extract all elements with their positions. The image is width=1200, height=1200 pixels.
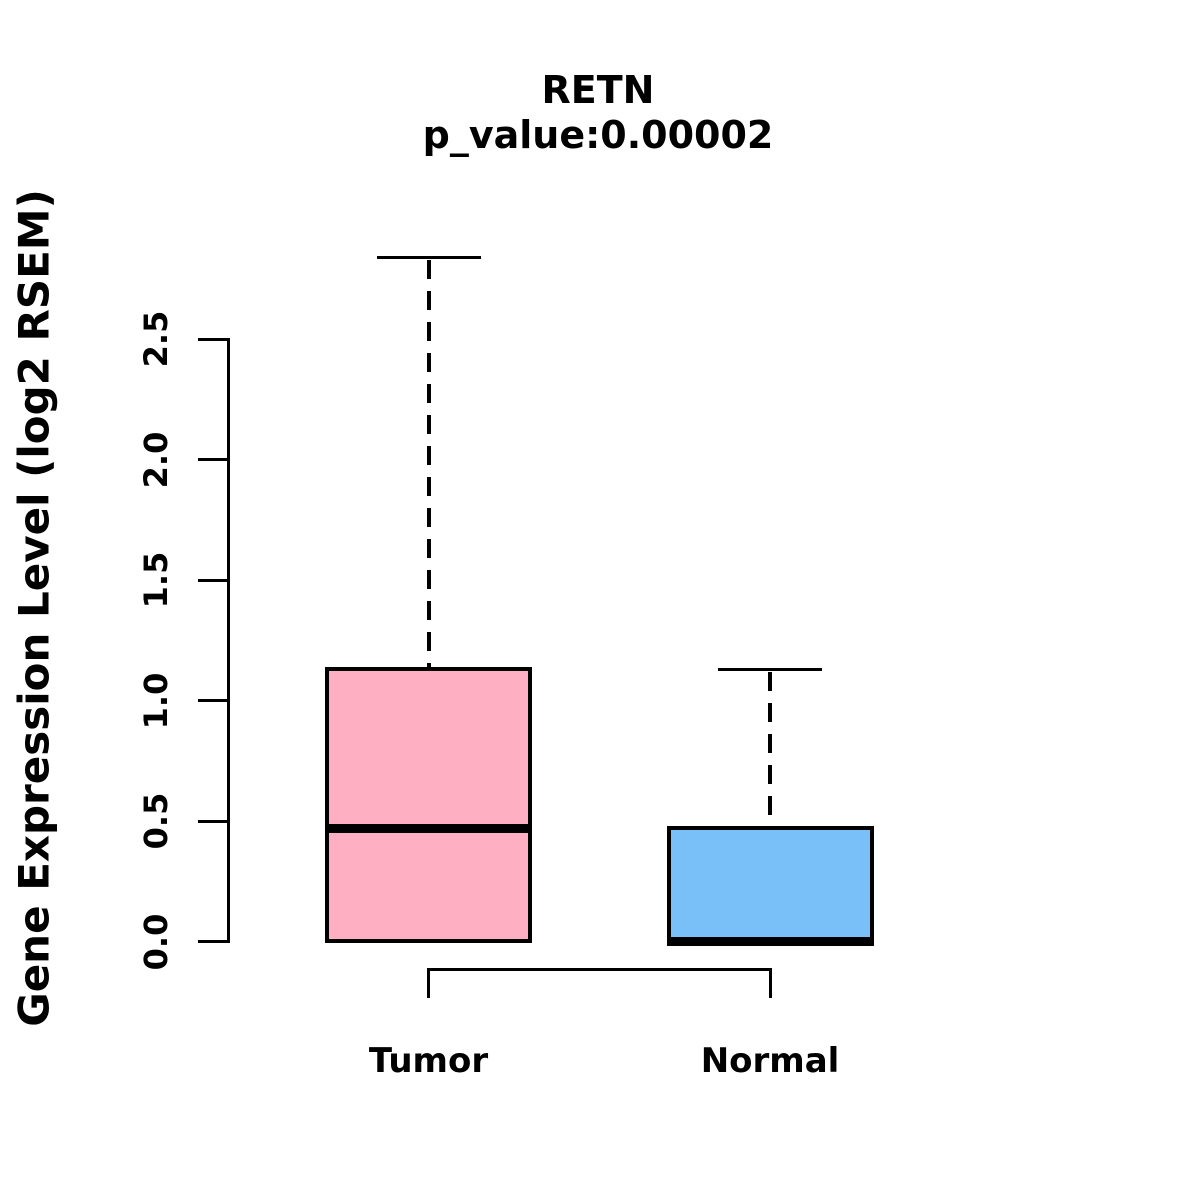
y-tick-label: 2.0 [137, 431, 175, 488]
whisker-line [426, 260, 431, 667]
chart-subtitle: p_value:0.00002 [422, 113, 774, 157]
y-tick-mark [198, 819, 227, 823]
median-line [325, 823, 532, 833]
whisker-line [768, 672, 772, 826]
median-line [666, 937, 874, 946]
chart-title: RETN [541, 68, 655, 112]
whisker-cap [376, 255, 481, 259]
y-tick-label: 0.0 [137, 913, 175, 970]
y-axis-label: Gene Expression Level (log2 RSEM) [9, 189, 59, 1027]
y-tick-label: 1.0 [137, 672, 175, 729]
x-axis-tick [768, 967, 772, 998]
y-tick-label: 0.5 [137, 792, 175, 850]
y-tick-mark [198, 578, 227, 582]
category-label: Normal [700, 1041, 840, 1081]
box-tumor [325, 666, 532, 944]
whisker-cap [718, 667, 822, 671]
chart-title-block: RETN p_value:0.00002 [230, 68, 966, 158]
y-tick-label: 2.5 [137, 310, 175, 368]
y-axis-line [227, 337, 230, 943]
y-tick-mark [198, 699, 227, 702]
category-label: Tumor [368, 1041, 489, 1081]
box-normal [666, 825, 874, 944]
y-tick-mark [198, 458, 227, 461]
x-axis-tick [427, 967, 430, 998]
y-tick-mark [198, 337, 227, 341]
x-axis-line [427, 967, 772, 971]
y-tick-label: 1.5 [137, 551, 175, 609]
y-tick-mark [198, 940, 227, 943]
